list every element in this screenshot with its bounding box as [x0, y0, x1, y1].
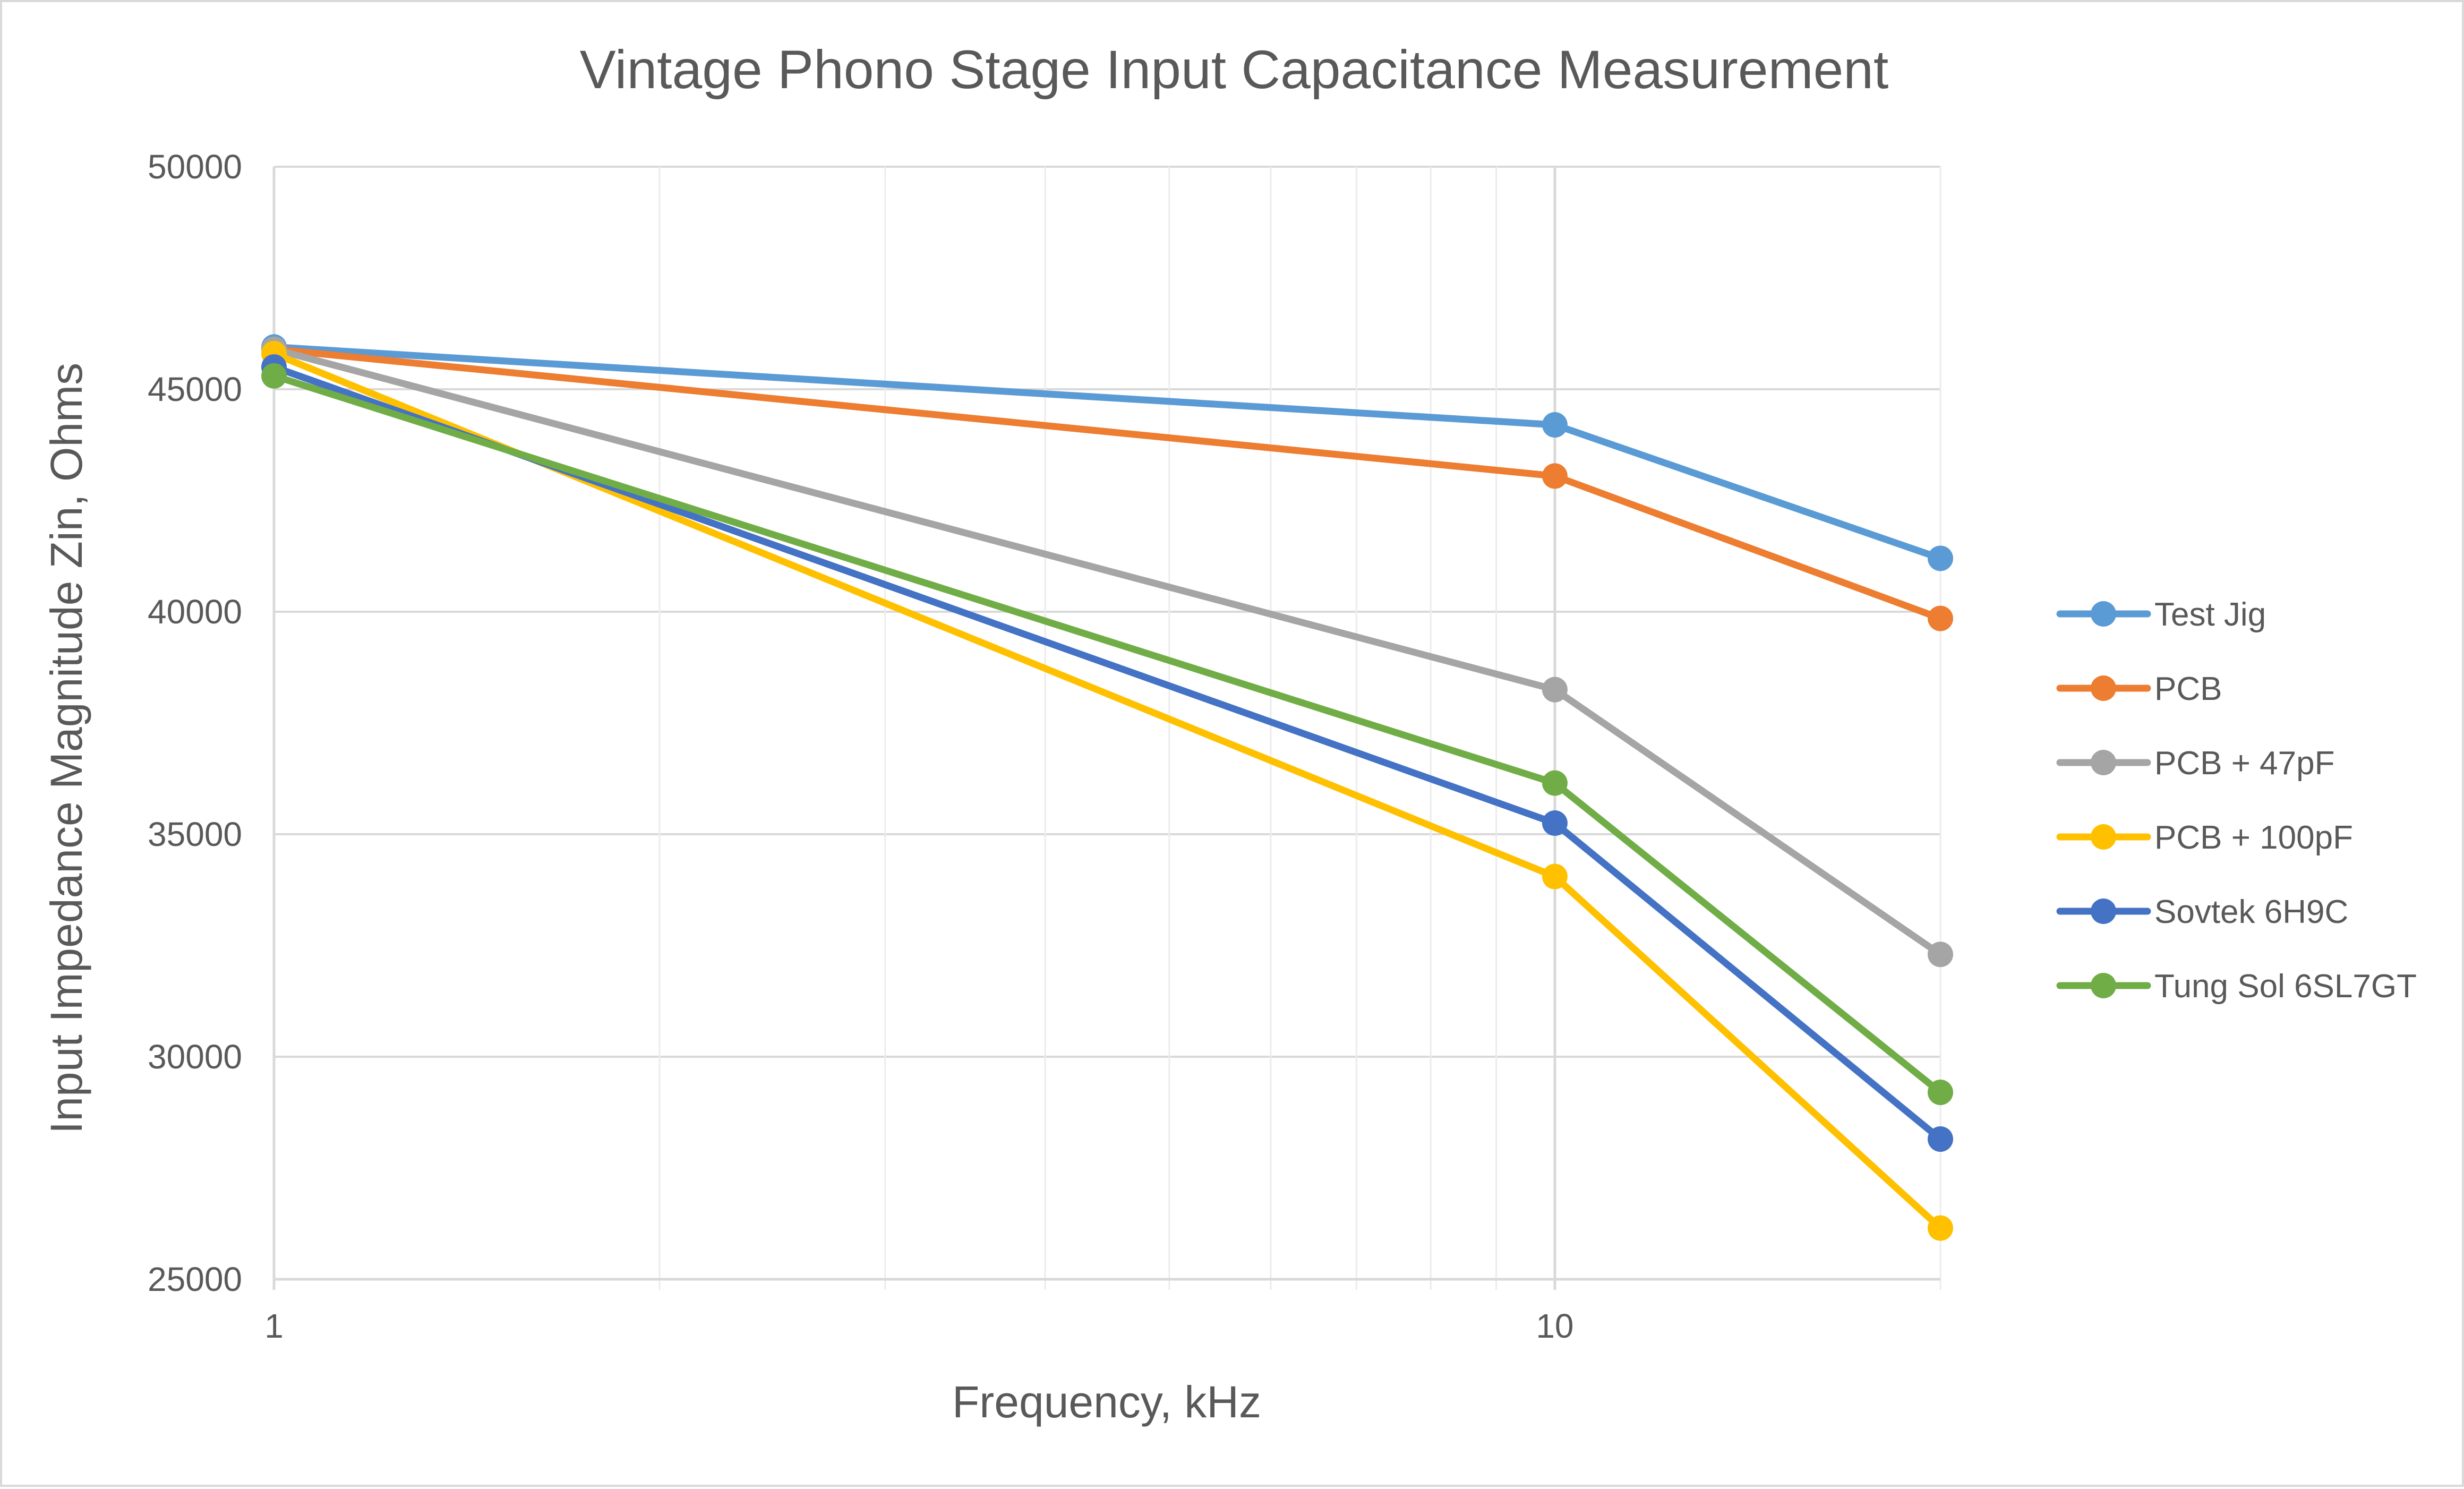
series-tung-sol-6sl7gt [261, 363, 1953, 1106]
legend-swatch-marker [2091, 750, 2116, 775]
data-point [1542, 810, 1568, 836]
x-axis-title: Frequency, kHz [952, 1377, 1261, 1427]
series-line [270, 363, 1944, 1143]
legend-item: Test Jig [2056, 596, 2266, 633]
legend: Test Jig PCB PCB + 47pF PCB + 100pF Sovtek 6… [2056, 596, 2417, 1005]
series-layer [261, 334, 1953, 1241]
grid-layer [272, 166, 1941, 1290]
chart-title: Vintage Phono Stage Input Capacitance Me… [580, 39, 1889, 100]
legend-label: Tung Sol 6SL7GT [2154, 968, 2417, 1005]
axis-layer: 25000 30000 35000 40000 45000 50000 1 10 [148, 148, 1940, 1345]
series-line [270, 346, 1944, 958]
legend-item: PCB [2056, 671, 2222, 707]
y-tick-label: 40000 [148, 593, 242, 631]
y-axis-title: Input Impedance Magnitude Zin, Ohms [41, 363, 91, 1134]
y-tick-label: 50000 [148, 148, 242, 186]
data-point [1542, 863, 1568, 889]
series-line [270, 350, 1944, 1232]
legend-label: PCB + 47pF [2154, 745, 2334, 782]
legend-item: PCB + 100pF [2056, 819, 2353, 856]
legend-item: Sovtek 6H9C [2056, 894, 2348, 930]
legend-swatch-marker [2091, 675, 2116, 701]
legend-label: Sovtek 6H9C [2154, 894, 2348, 930]
data-point [1928, 545, 1953, 571]
y-tick-label: 30000 [148, 1038, 242, 1076]
legend-swatch-marker [2091, 973, 2116, 998]
data-point [1542, 677, 1568, 703]
data-point [1542, 770, 1568, 796]
legend-item: Tung Sol 6SL7GT [2056, 968, 2417, 1005]
legend-label: PCB [2154, 671, 2222, 707]
data-point [1542, 463, 1568, 489]
legend-label: Test Jig [2154, 596, 2266, 633]
series-pcb [261, 336, 1953, 631]
data-point [1928, 942, 1953, 968]
x-tick-label: 10 [1536, 1307, 1573, 1345]
data-point [1928, 605, 1953, 631]
y-tick-label: 25000 [148, 1260, 242, 1298]
x-tick-label: 1 [264, 1307, 284, 1345]
legend-item: PCB + 47pF [2056, 745, 2334, 782]
legend-label: PCB + 100pF [2154, 819, 2353, 856]
legend-swatch-marker [2091, 601, 2116, 627]
series-pcb-100pf [261, 340, 1953, 1241]
legend-swatch-marker [2091, 824, 2116, 850]
y-tick-label: 45000 [148, 370, 242, 408]
data-point [1928, 1080, 1953, 1106]
legend-swatch-marker [2091, 898, 2116, 924]
data-point [261, 363, 287, 389]
data-point [1542, 412, 1568, 438]
series-line [270, 372, 1944, 1096]
data-point [1928, 1215, 1953, 1241]
data-point [1928, 1126, 1953, 1152]
y-tick-label: 35000 [148, 815, 242, 853]
